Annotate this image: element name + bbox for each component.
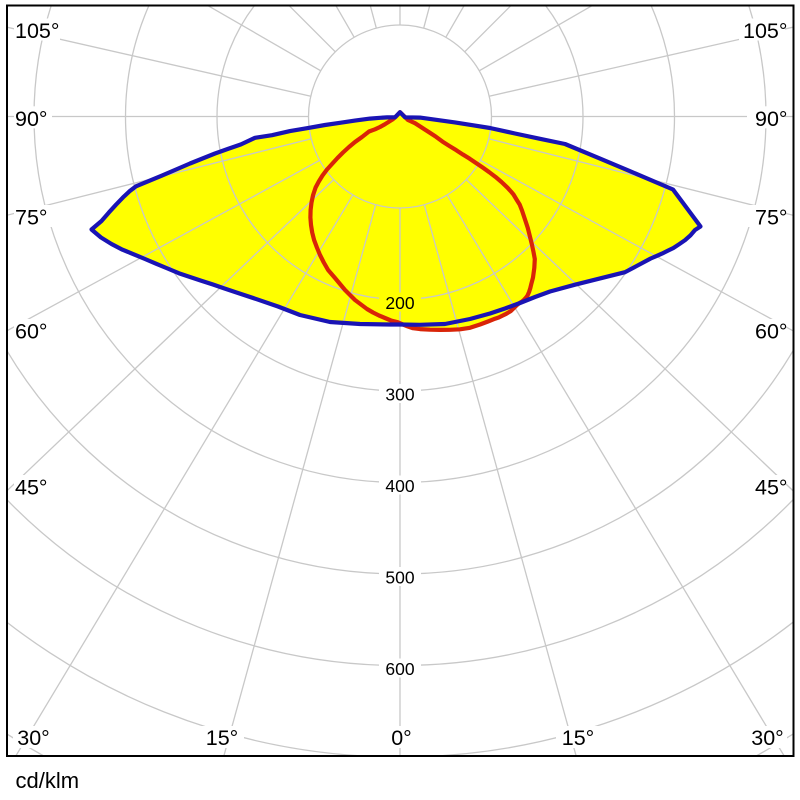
svg-text:60°: 60° [755,320,788,344]
svg-text:15°: 15° [206,726,239,750]
svg-text:60°: 60° [15,320,48,344]
svg-text:15°: 15° [562,726,595,750]
svg-text:cd/klm: cd/klm [16,768,80,793]
svg-text:45°: 45° [755,476,788,500]
svg-text:200: 200 [385,293,414,313]
svg-text:45°: 45° [15,476,48,500]
svg-text:300: 300 [385,385,414,405]
svg-text:500: 500 [385,568,414,588]
svg-text:75°: 75° [15,206,48,230]
svg-text:400: 400 [385,476,414,496]
svg-text:105°: 105° [15,19,59,43]
svg-text:90°: 90° [755,107,788,131]
svg-text:0°: 0° [391,726,412,750]
svg-text:600: 600 [385,659,414,679]
svg-text:75°: 75° [755,206,788,230]
svg-text:90°: 90° [15,107,48,131]
svg-text:30°: 30° [17,726,50,750]
svg-text:30°: 30° [751,726,784,750]
svg-text:105°: 105° [743,19,787,43]
